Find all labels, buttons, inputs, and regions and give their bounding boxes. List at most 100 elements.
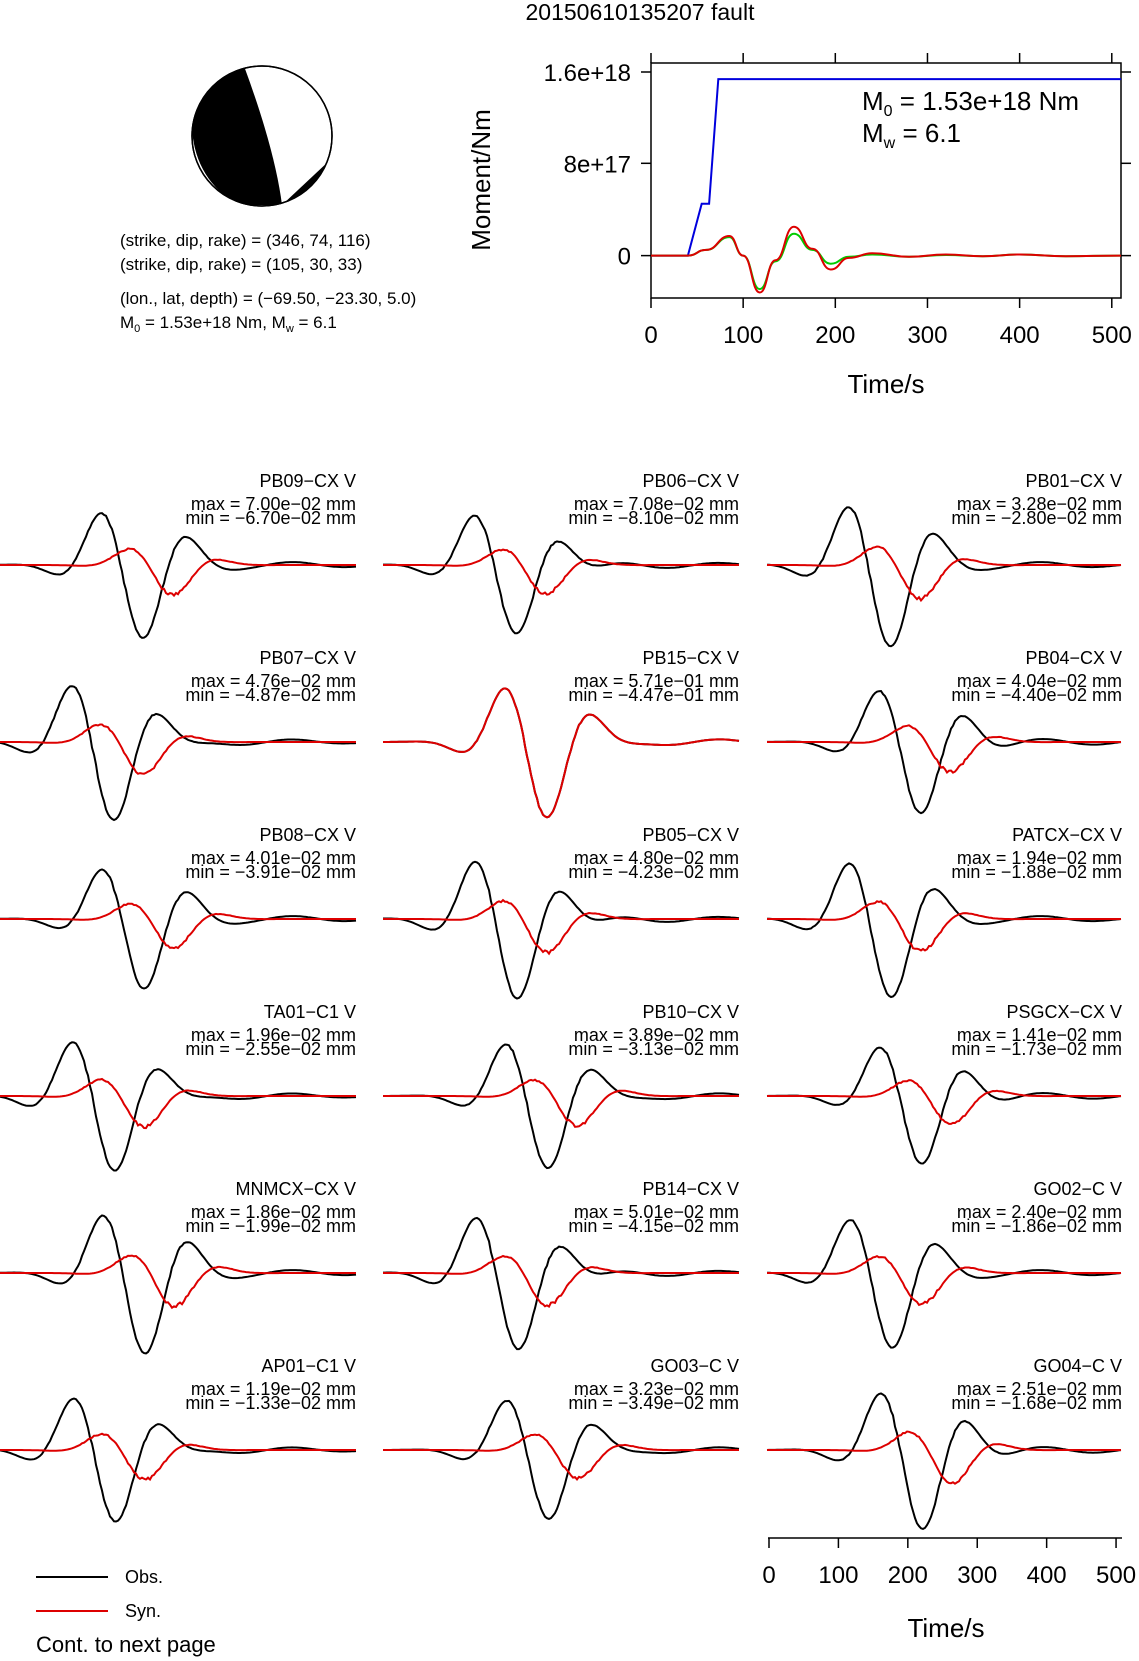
waveform-xtick-label: 100: [818, 1562, 858, 1589]
station-max: max = 1.94e−02 mm: [957, 848, 1122, 868]
observed-waveform: [0, 868, 357, 990]
station-min: min = −3.13e−02 mm: [568, 1039, 739, 1059]
station-max: max = 2.51e−02 mm: [957, 1379, 1122, 1399]
station-min: min = −1.73e−02 mm: [951, 1039, 1122, 1059]
station-min: min = −4.23e−02 mm: [568, 862, 739, 882]
synthetic-waveform: [383, 548, 739, 596]
station-max: max = 4.76e−02 mm: [191, 671, 356, 691]
station-name: PB14−CX V: [642, 1179, 739, 1199]
station-max: max = 1.96e−02 mm: [191, 1025, 356, 1045]
synthetic-waveform: [0, 1254, 356, 1310]
station-name: PB06−CX V: [642, 471, 739, 491]
station-name: AP01−C1 V: [261, 1356, 356, 1376]
observed-waveform: [383, 687, 740, 819]
moment-xtick-label: 400: [1000, 322, 1040, 349]
station-max: max = 5.01e−02 mm: [574, 1202, 739, 1222]
moment-rate-curve: [651, 232, 1122, 291]
station-min: min = −1.88e−02 mm: [951, 862, 1122, 882]
station-min: min = −1.86e−02 mm: [951, 1216, 1122, 1236]
station-min: min = −2.55e−02 mm: [185, 1039, 356, 1059]
station-name: PB04−CX V: [1025, 648, 1122, 668]
moment-ytick-label: 1.6e+18: [544, 60, 631, 87]
legend-syn-label: Syn.: [125, 1601, 161, 1621]
moment-plot: 08e+171.6e+180 100 200 300 400 500 Moment/Nm …: [466, 53, 1132, 399]
moment-xlabel: Time/s: [847, 369, 924, 399]
synthetic-waveform: [0, 902, 356, 950]
station-max: max = 3.89e−02 mm: [574, 1025, 739, 1045]
moment-plot-frame: [650, 62, 1122, 299]
station-max: max = 3.23e−02 mm: [574, 1379, 739, 1399]
waveform-xtick-label: 0: [762, 1562, 775, 1589]
waveform-xtick-label: 400: [1027, 1562, 1067, 1589]
moment-summary-text: M0 = 1.53e+18 Nm, Mw = 6.1: [120, 313, 337, 335]
plane1-text: (strike, dip, rake) = (346, 74, 116): [120, 231, 371, 250]
synthetic-waveform: [383, 687, 740, 819]
station-name: MNMCX−CX V: [235, 1179, 356, 1199]
observed-waveform: [383, 1216, 740, 1351]
synthetic-waveform: [767, 724, 1121, 775]
observed-waveform: [767, 1219, 1122, 1349]
station-min: min = −2.80e−02 mm: [951, 508, 1122, 528]
moment-ylabel: Moment/Nm: [466, 109, 496, 251]
station-min: min = −4.47e−01 mm: [568, 685, 739, 705]
station-max: max = 4.04e−02 mm: [957, 671, 1122, 691]
moment-mw-annotation: Mw = 6.1: [862, 118, 961, 152]
synthetic-waveform: [0, 723, 356, 775]
station-max: max = 4.80e−02 mm: [574, 848, 739, 868]
synthetic-waveform: [767, 545, 1121, 603]
moment-xtick-label: 500: [1092, 322, 1132, 349]
station-max: max = 7.08e−02 mm: [574, 494, 739, 514]
station-name: TA01−C1 V: [264, 1002, 356, 1022]
station-name: GO04−C V: [1033, 1356, 1122, 1376]
observed-waveform: [767, 689, 1122, 815]
observed-waveform: [766, 506, 1122, 648]
legend: Obs. Syn.: [36, 1567, 163, 1621]
station-name: PB10−CX V: [642, 1002, 739, 1022]
location-text: (lon., lat, depth) = (−69.50, −23.30, 5.…: [120, 289, 416, 308]
station-name: GO03−C V: [650, 1356, 739, 1376]
station-min: min = −3.91e−02 mm: [185, 862, 356, 882]
station-max: max = 3.28e−02 mm: [957, 494, 1122, 514]
synthetic-waveform: [767, 1079, 1121, 1125]
waveform-xtick-label: 200: [888, 1562, 928, 1589]
observed-waveform: [383, 1399, 740, 1520]
observed-waveform: [383, 1043, 740, 1170]
station-min: min = −8.10e−02 mm: [568, 508, 739, 528]
observed-waveform: [0, 512, 357, 639]
synthetic-waveform: [383, 1078, 739, 1128]
station-max: max = 4.01e−02 mm: [191, 848, 356, 868]
observed-waveform: [0, 685, 357, 822]
station-min: min = −1.99e−02 mm: [185, 1216, 356, 1236]
station-max: max = 1.41e−02 mm: [957, 1025, 1122, 1045]
synthetic-waveform: [0, 1432, 356, 1482]
station-min: min = −1.68e−02 mm: [951, 1393, 1122, 1413]
station-name: PB15−CX V: [642, 648, 739, 668]
synthetic-waveform: [0, 547, 356, 598]
synthetic-waveform: [0, 1077, 356, 1130]
moment-rate-synthetic-curve: [651, 225, 1122, 294]
station-min: min = −3.49e−02 mm: [568, 1393, 739, 1413]
station-max: max = 1.86e−02 mm: [191, 1202, 356, 1222]
observed-waveform: [766, 862, 1122, 999]
station-name: PB07−CX V: [259, 648, 356, 668]
station-name: PB08−CX V: [259, 825, 356, 845]
station-name: PB09−CX V: [259, 471, 356, 491]
station-name: GO02−C V: [1033, 1179, 1122, 1199]
footer-note: Cont. to next page: [36, 1632, 216, 1657]
moment-xtick-label: 200: [815, 322, 855, 349]
station-max: max = 7.00e−02 mm: [191, 494, 356, 514]
observed-waveform: [766, 1046, 1122, 1165]
